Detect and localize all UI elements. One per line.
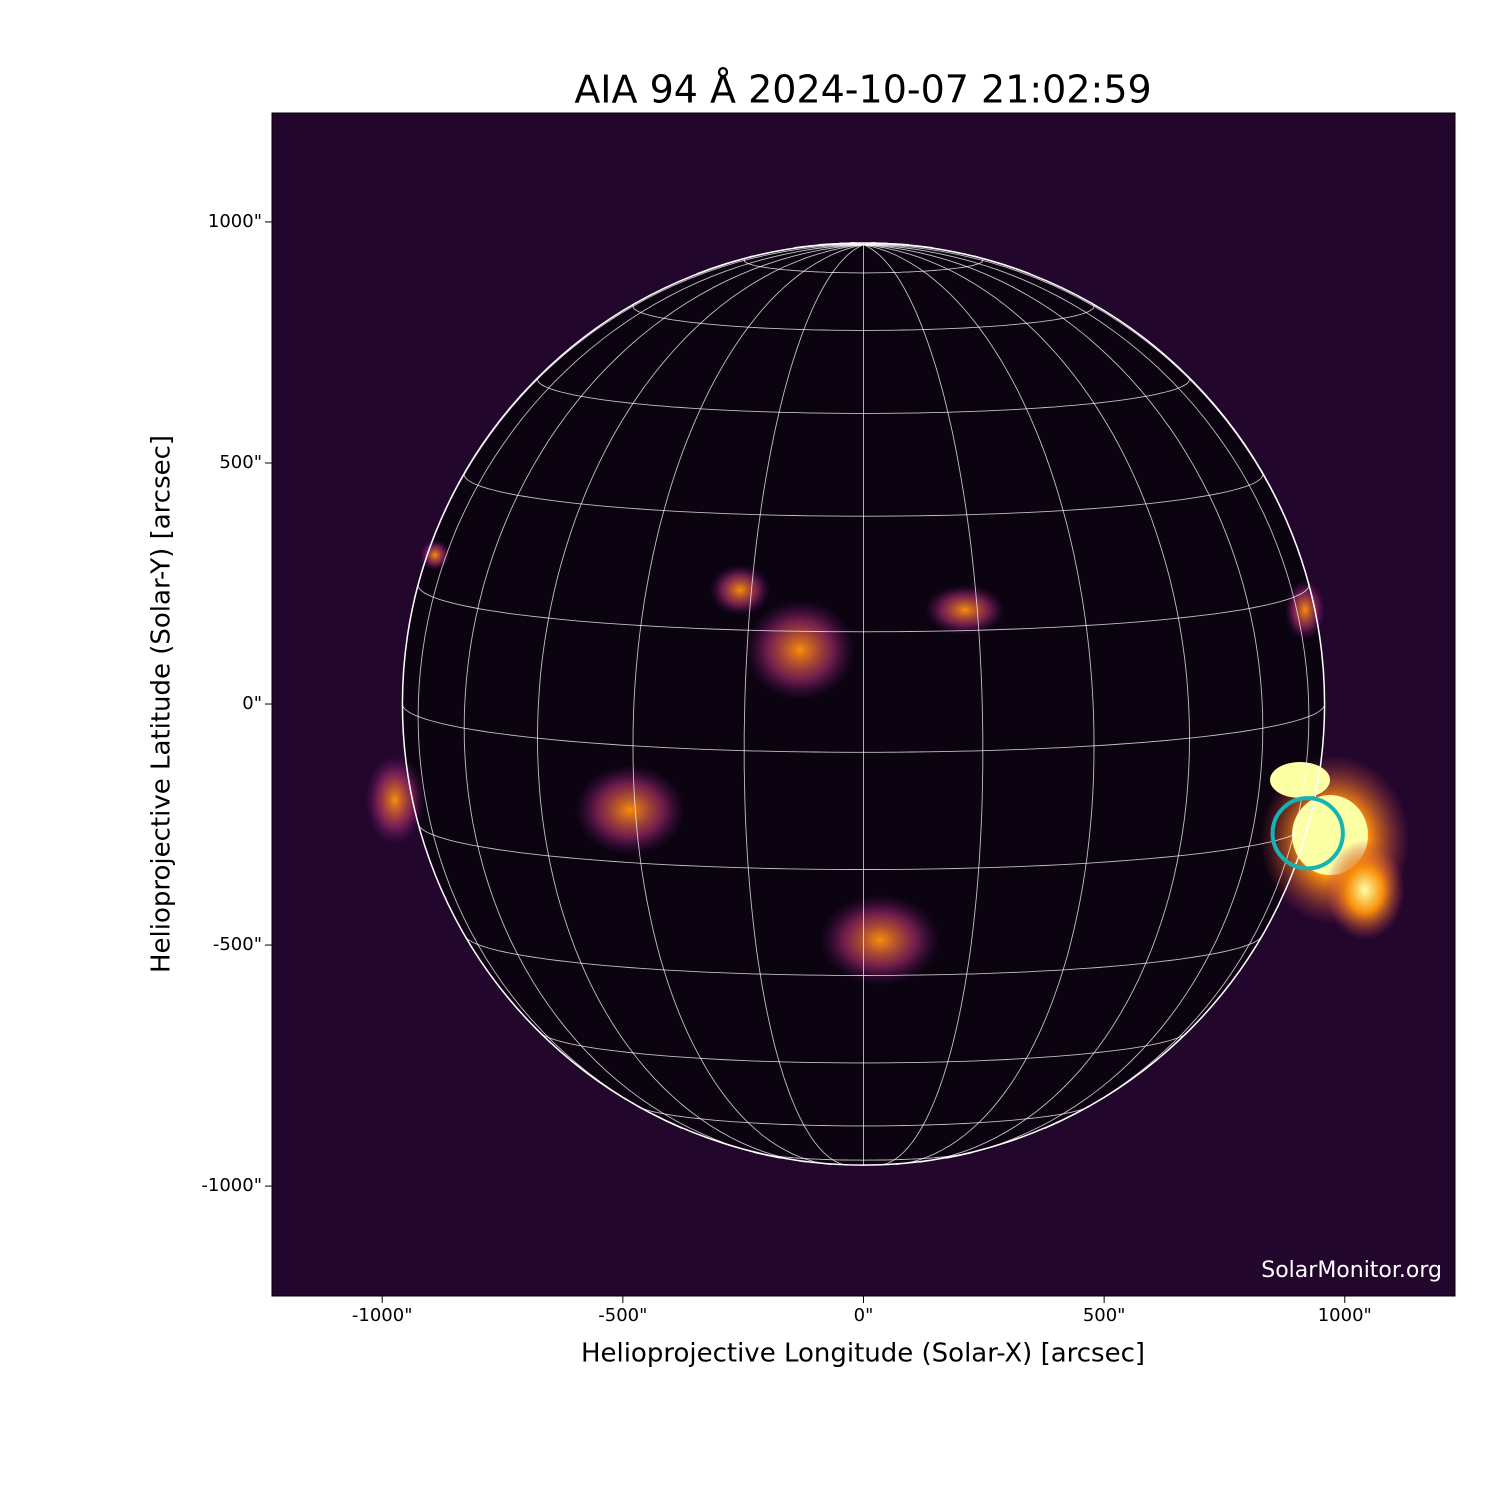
graticule-line bbox=[463, 244, 864, 1159]
y-tick-label: -500" bbox=[213, 934, 262, 955]
y-tick-label: 500" bbox=[219, 452, 262, 473]
chart-title: AIA 94 Å 2024-10-07 21:02:59 bbox=[574, 68, 1151, 112]
graticule-line bbox=[537, 244, 864, 1163]
y-tick-label: 1000" bbox=[208, 211, 262, 232]
x-tick-label: 1000" bbox=[1318, 1305, 1372, 1326]
graticule-line bbox=[863, 244, 984, 1166]
region-marker bbox=[1270, 796, 1345, 871]
y-tick-label: -1000" bbox=[201, 1175, 262, 1196]
graticule-line bbox=[863, 244, 1310, 1130]
graticule-line bbox=[863, 244, 1095, 1166]
y-tick-label: 0" bbox=[242, 693, 262, 714]
graticule-line bbox=[743, 244, 864, 1166]
watermark: SolarMonitor.org bbox=[1261, 1258, 1442, 1283]
y-axis-label: Helioprojective Latitude (Solar-Y) [arcs… bbox=[147, 435, 177, 973]
x-axis-label: Helioprojective Longitude (Solar-X) [arc… bbox=[581, 1339, 1145, 1369]
graticule-line bbox=[863, 244, 1190, 1163]
solar-limb bbox=[401, 242, 1326, 1166]
x-tick-label: 0" bbox=[854, 1305, 874, 1326]
graticule-line bbox=[863, 244, 1264, 1159]
graticule-line bbox=[417, 244, 864, 1130]
x-tick-label: 500" bbox=[1083, 1305, 1126, 1326]
graticule bbox=[401, 241, 1345, 1166]
x-tick-label: -1000" bbox=[352, 1305, 413, 1326]
graticule-line bbox=[632, 244, 864, 1166]
x-tick-label: -500" bbox=[598, 1305, 647, 1326]
